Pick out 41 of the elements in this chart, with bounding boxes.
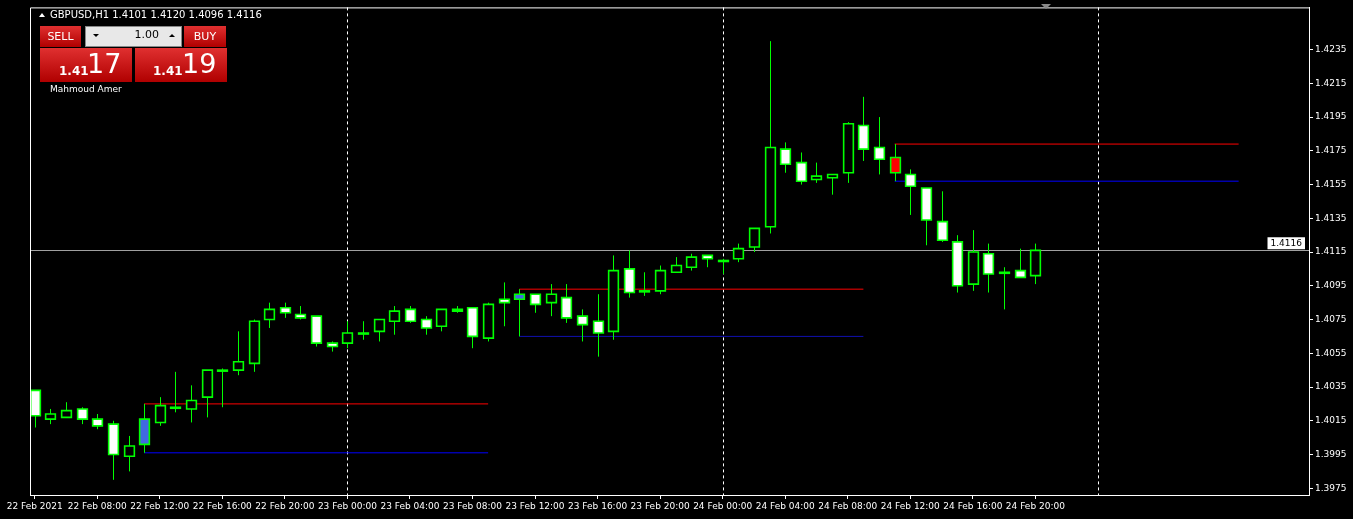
x-tick-label: 24 Feb 20:00	[1005, 500, 1066, 511]
y-tick-label: 1.4175	[1315, 145, 1347, 156]
y-tick-label: 1.4115	[1315, 246, 1347, 257]
x-tick-label: 24 Feb 00:00	[693, 500, 753, 511]
y-tick-label: 1.4095	[1315, 280, 1347, 291]
annotation: Mahmoud Amer	[50, 84, 122, 94]
ref-line-label: 1.4116	[1270, 237, 1303, 248]
y-tick-label: 1.4055	[1315, 347, 1347, 358]
x-tick-label: 22 Feb 08:00	[67, 500, 128, 511]
y-tick-label: 1.4215	[1315, 77, 1347, 88]
x-tick-label: 23 Feb 16:00	[568, 500, 628, 511]
y-tick-label: 1.4235	[1315, 43, 1347, 54]
x-tick-label: 22 Feb 20:00	[255, 500, 315, 511]
x-tick-label: 24 Feb 04:00	[755, 500, 815, 511]
x-tick-label: 23 Feb 20:00	[630, 500, 690, 511]
y-tick-label: 1.3995	[1315, 448, 1347, 459]
annotation: 17	[87, 48, 122, 79]
buy-button: BUY	[184, 26, 226, 47]
x-tick-label: 23 Feb 00:00	[317, 500, 378, 511]
y-tick-label: 1.4155	[1315, 178, 1347, 189]
annotation: 1.41	[59, 64, 89, 78]
y-tick-label: 1.4135	[1315, 212, 1347, 223]
y-tick-label: 1.4035	[1315, 381, 1347, 392]
x-tick-label: 22 Feb 2021	[6, 500, 63, 511]
x-tick-label: 24 Feb 12:00	[880, 500, 941, 511]
annotation: 1.00	[133, 28, 159, 41]
y-tick-label: 1.4195	[1315, 111, 1347, 122]
annotation: 1.41	[153, 64, 183, 78]
x-tick-label: 23 Feb 04:00	[380, 500, 440, 511]
chart-title: GBPUSD,H1 1.4101 1.4120 1.4096 1.4116	[50, 9, 262, 20]
annotation: 19	[182, 48, 217, 79]
x-tick-label: 24 Feb 08:00	[818, 500, 878, 511]
sell-button: SELL	[40, 26, 81, 47]
x-tick-label: 22 Feb 16:00	[192, 500, 253, 511]
y-tick-label: 1.4015	[1315, 415, 1347, 426]
x-tick-label: 24 Feb 16:00	[943, 500, 1003, 511]
x-tick-label: 23 Feb 12:00	[505, 500, 565, 511]
y-tick-label: 1.3975	[1315, 482, 1347, 493]
x-tick-label: 22 Feb 12:00	[130, 500, 190, 511]
x-tick-label: 23 Feb 08:00	[442, 500, 503, 511]
y-tick-label: 1.4075	[1315, 313, 1347, 324]
